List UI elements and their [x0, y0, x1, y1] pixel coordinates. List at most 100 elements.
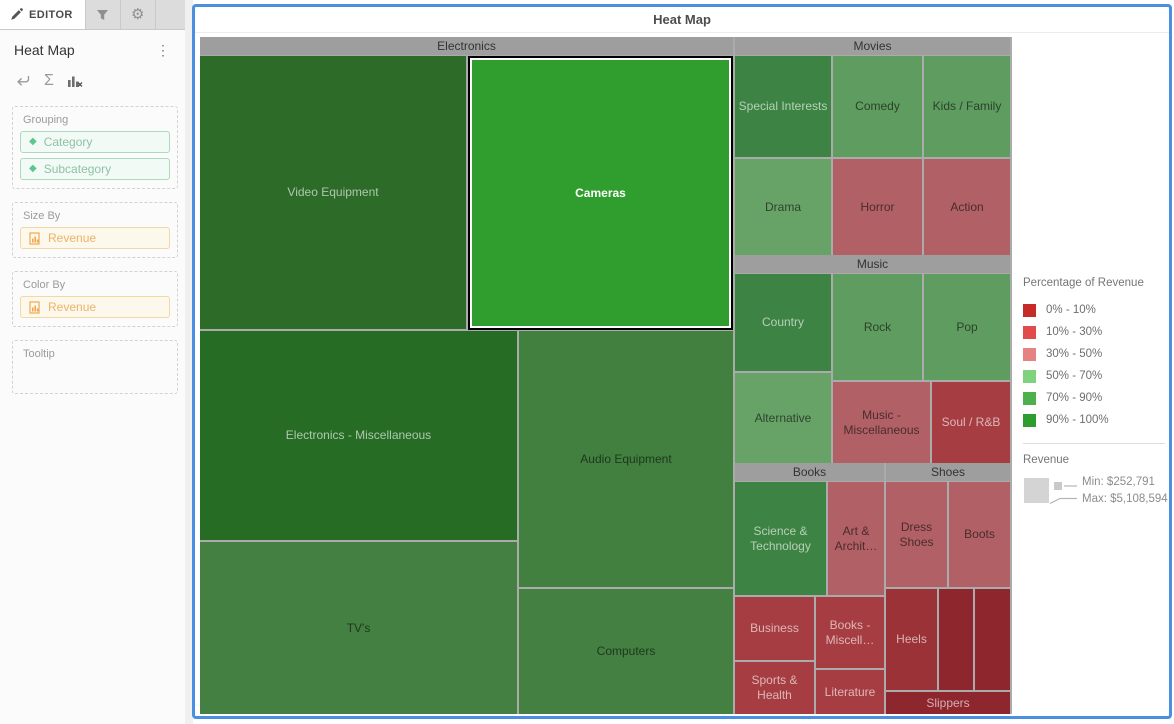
- page-title: Heat Map: [195, 7, 1169, 33]
- legend-swatch: [1023, 369, 1036, 383]
- legend-swatch: [1023, 413, 1036, 427]
- measure-chip-revenue[interactable]: Revenue: [20, 227, 170, 249]
- shelf-size-by: Size By Revenue: [12, 202, 178, 258]
- legend-items: 0% - 10% 10% - 30% 30% - 50% 50% - 70% 70% -…: [1023, 299, 1169, 431]
- treemap-cell-soul-r-b[interactable]: Soul / R&B: [932, 382, 1010, 463]
- dimension-icon: ◆: [29, 163, 37, 174]
- treemap-group-header-electronics[interactable]: Electronics: [200, 37, 733, 55]
- legend-item: 70% - 90%: [1023, 387, 1169, 409]
- legend-swatch: [1023, 391, 1036, 405]
- legend-item-label: 90% - 100%: [1046, 414, 1109, 426]
- size-legend-max: Max: $5,108,594: [1082, 493, 1168, 505]
- treemap-cell-country[interactable]: Country: [735, 274, 831, 371]
- filter-icon: [96, 9, 109, 21]
- treemap-cell-literature[interactable]: Literature: [816, 670, 884, 714]
- treemap-cell-art-archit[interactable]: Art & Archit…: [828, 482, 884, 595]
- treemap-cell-shoes-unlabeled[interactable]: [975, 589, 1010, 690]
- treemap-cell-tv-s[interactable]: TV's: [200, 542, 517, 714]
- legend-item-label: 10% - 30%: [1046, 326, 1103, 338]
- treemap-cell-audio-equipment[interactable]: Audio Equipment: [519, 331, 733, 587]
- legend-swatch: [1023, 325, 1036, 339]
- shelf-grouping: Grouping ◆ Category ◆ Subcategory: [12, 106, 178, 189]
- treemap-cell-shoes-unlabeled[interactable]: [939, 589, 973, 690]
- treemap-cell-boots[interactable]: Boots: [949, 482, 1010, 587]
- treemap-cell-rock[interactable]: Rock: [833, 274, 922, 380]
- treemap-group-header-music[interactable]: Music: [735, 255, 1010, 273]
- sigma-icon[interactable]: Σ: [44, 72, 54, 89]
- shelf-tooltip-label: Tooltip: [23, 348, 55, 360]
- treemap-cell-sports-health[interactable]: Sports & Health: [735, 662, 814, 714]
- treemap-group-header-shoes[interactable]: Shoes: [886, 463, 1010, 481]
- chip-label: Revenue: [48, 300, 97, 314]
- treemap-group-header-books[interactable]: Books: [735, 463, 884, 481]
- legend-item-label: 50% - 70%: [1046, 370, 1103, 382]
- treemap-cell-cameras[interactable]: Cameras: [468, 56, 733, 330]
- treemap-cell-books-miscell[interactable]: Books - Miscell…: [816, 597, 884, 668]
- sidebar-toolbar: Σ: [0, 58, 185, 92]
- color-legend: Percentage of Revenue 0% - 10% 10% - 30% 3…: [1023, 277, 1169, 510]
- treemap-cell-kids-family[interactable]: Kids / Family: [924, 56, 1010, 157]
- treemap-cell-comedy[interactable]: Comedy: [833, 56, 922, 157]
- size-legend-title: Revenue: [1023, 454, 1070, 466]
- sidebar-tabbar: EDITOR ⚙: [0, 0, 185, 30]
- treemap-cell-heels[interactable]: Heels: [886, 589, 937, 690]
- shelf-color-by: Color By Revenue: [12, 271, 178, 327]
- gear-icon: ⚙: [131, 6, 145, 23]
- shelf-color-by-chips: Revenue: [20, 296, 170, 318]
- shelf-color-by-label: Color By: [23, 279, 66, 291]
- chip-label: Category: [43, 135, 93, 149]
- shelves: Grouping ◆ Category ◆ Subcategory Size By R…: [0, 92, 185, 394]
- treemap-cell-horror[interactable]: Horror: [833, 159, 922, 255]
- size-legend-min: Min: $252,791: [1082, 476, 1155, 488]
- sidebar-panel-gap: [185, 0, 193, 724]
- chart-settings-icon[interactable]: [67, 74, 83, 88]
- dimension-chip-subcategory[interactable]: ◆ Subcategory: [20, 158, 170, 180]
- revenue-size-legend: Min: $252,791 Max: $5,108,594: [1023, 474, 1169, 510]
- treemap-group-header-movies[interactable]: Movies: [735, 37, 1010, 55]
- shelf-tooltip: Tooltip: [12, 340, 178, 394]
- shelf-size-by-label: Size By: [23, 210, 61, 222]
- treemap-cell-slippers[interactable]: Slippers: [886, 692, 1010, 714]
- treemap-cell-special-interests[interactable]: Special Interests: [735, 56, 831, 157]
- measure-icon: [29, 231, 41, 245]
- legend-item-label: 70% - 90%: [1046, 392, 1103, 404]
- pencil-icon: [10, 8, 23, 21]
- chip-label: Revenue: [48, 231, 97, 245]
- shelf-size-by-chips: Revenue: [20, 227, 170, 249]
- treemap-cell-dress-shoes[interactable]: Dress Shoes: [886, 482, 947, 587]
- treemap-cell-alternative[interactable]: Alternative: [735, 373, 831, 463]
- legend-item: 10% - 30%: [1023, 321, 1169, 343]
- treemap: Electronics Movies Music Books Shoes Video Eq…: [200, 37, 1012, 714]
- undo-icon[interactable]: [14, 74, 31, 88]
- treemap-cell-computers[interactable]: Computers: [519, 589, 733, 714]
- treemap-cell-pop[interactable]: Pop: [924, 274, 1010, 380]
- legend-item: 0% - 10%: [1023, 299, 1169, 321]
- dimension-icon: ◆: [29, 136, 37, 147]
- shelf-grouping-label: Grouping: [23, 114, 69, 126]
- tab-settings[interactable]: ⚙: [121, 0, 156, 29]
- dimension-chip-category[interactable]: ◆ Category: [20, 131, 170, 153]
- treemap-cell-drama[interactable]: Drama: [735, 159, 831, 255]
- legend-item: 30% - 50%: [1023, 343, 1169, 365]
- heat-map-panel: Heat Map Electronics Movies Music Books Shoe…: [192, 4, 1172, 719]
- kebab-menu-icon[interactable]: ⋮: [156, 42, 170, 58]
- tab-editor-label: EDITOR: [29, 8, 73, 21]
- editor-sidebar: EDITOR ⚙ Heat Map ⋮ Σ Grouping ◆ Category…: [0, 0, 185, 724]
- legend-item: 90% - 100%: [1023, 409, 1169, 431]
- legend-item-label: 0% - 10%: [1046, 304, 1096, 316]
- tabbar-filler: [156, 0, 185, 29]
- treemap-cell-music-miscellaneous[interactable]: Music - Miscellaneous: [833, 382, 930, 463]
- measure-icon: [29, 300, 41, 314]
- legend-swatch: [1023, 303, 1036, 317]
- legend-item: 50% - 70%: [1023, 365, 1169, 387]
- tab-editor[interactable]: EDITOR: [0, 0, 86, 29]
- measure-chip-revenue[interactable]: Revenue: [20, 296, 170, 318]
- tab-filter[interactable]: [86, 0, 121, 29]
- treemap-cell-video-equipment[interactable]: Video Equipment: [200, 56, 466, 329]
- treemap-cell-electronics-miscellaneous[interactable]: Electronics - Miscellaneous: [200, 331, 517, 540]
- treemap-cell-business[interactable]: Business: [735, 597, 814, 660]
- treemap-cell-science-technology[interactable]: Science & Technology: [735, 482, 826, 595]
- treemap-cell-action[interactable]: Action: [924, 159, 1010, 255]
- legend-title: Percentage of Revenue: [1023, 277, 1144, 289]
- shelf-grouping-chips: ◆ Category ◆ Subcategory: [20, 131, 170, 180]
